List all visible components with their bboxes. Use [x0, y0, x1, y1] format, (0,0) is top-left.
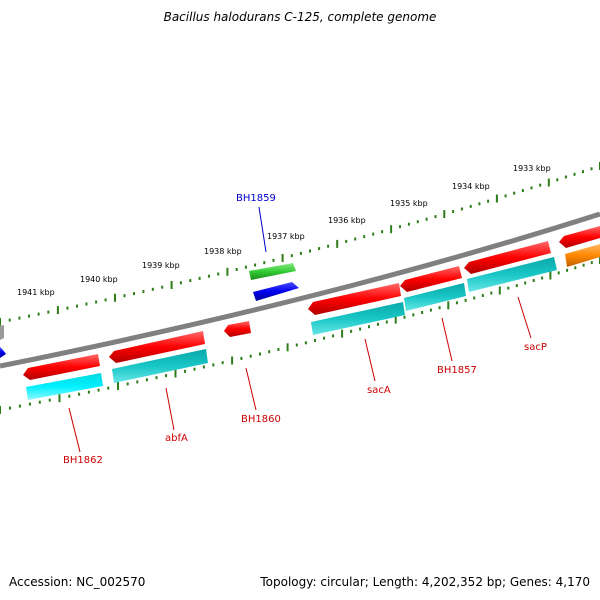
leader-line-sacA [364, 338, 376, 382]
leader-line-BH1860 [245, 367, 257, 411]
gene-arrow-cyan-5[interactable] [467, 257, 557, 292]
gene-label-BH1860[interactable]: BH1860 [241, 414, 281, 425]
scale-label-1941: 1941 kbp [17, 288, 55, 297]
gene-arrow-cyan-4[interactable] [404, 283, 466, 311]
scale-label-1938: 1938 kbp [204, 247, 242, 256]
gene-arrow-red-2[interactable] [109, 331, 205, 363]
gene-arrow-cyan-3[interactable] [311, 302, 405, 335]
gene-arrow-cyan-1[interactable] [26, 373, 103, 400]
leader-line-sacP [517, 296, 532, 339]
gene-arrow-orange[interactable] [565, 244, 600, 267]
gene-arrow-red-7[interactable] [559, 226, 600, 248]
scale-label-1934: 1934 kbp [452, 182, 490, 191]
gene-label-sacP[interactable]: sacP [524, 342, 547, 353]
scale-label-1933: 1933 kbp [513, 164, 551, 173]
leader-line-BH1862 [68, 407, 81, 453]
gene-arrow-gray-edge[interactable] [0, 325, 4, 340]
gene-arrow-blue[interactable] [253, 282, 299, 301]
map-title: Bacillus halodurans C-125, complete geno… [163, 10, 437, 24]
gene-arrow-red-1[interactable] [23, 354, 100, 380]
scale-label-1940: 1940 kbp [80, 275, 118, 284]
scale-label-1936: 1936 kbp [328, 216, 366, 225]
gene-arrow-cyan-2[interactable] [112, 349, 208, 383]
scale-label-1935: 1935 kbp [390, 199, 428, 208]
gene-arrow-red-4[interactable] [308, 283, 401, 315]
gene-arrow-red-5[interactable] [400, 266, 462, 292]
gene-label-BH1857[interactable]: BH1857 [437, 365, 477, 376]
scale-label-1937: 1937 kbp [267, 232, 305, 241]
gene-arrow-blue-edge[interactable] [0, 347, 6, 358]
genome-backbone [0, 211, 600, 369]
gene-arrow-green[interactable] [249, 263, 296, 280]
gene-arrow-red-3[interactable] [224, 321, 251, 337]
gene-label-sacA[interactable]: sacA [367, 385, 391, 396]
gene-arrow-red-6[interactable] [464, 241, 551, 274]
gene-label-abfA[interactable]: abfA [165, 433, 188, 444]
outer-scale-ticks [0, 162, 600, 326]
gene-label-BH1862[interactable]: BH1862 [63, 455, 103, 466]
accession-text: Accession: NC_002570 [9, 575, 146, 589]
leader-line-BH1859 [258, 206, 267, 253]
scale-label-1939: 1939 kbp [142, 261, 180, 270]
leader-line-BH1857 [441, 317, 453, 362]
gene-label-BH1859[interactable]: BH1859 [236, 193, 276, 204]
genome-summary-text: Topology: circular; Length: 4,202,352 bp… [260, 575, 590, 589]
inner-scale-ticks [0, 256, 600, 414]
leader-line-abfA [165, 387, 175, 431]
